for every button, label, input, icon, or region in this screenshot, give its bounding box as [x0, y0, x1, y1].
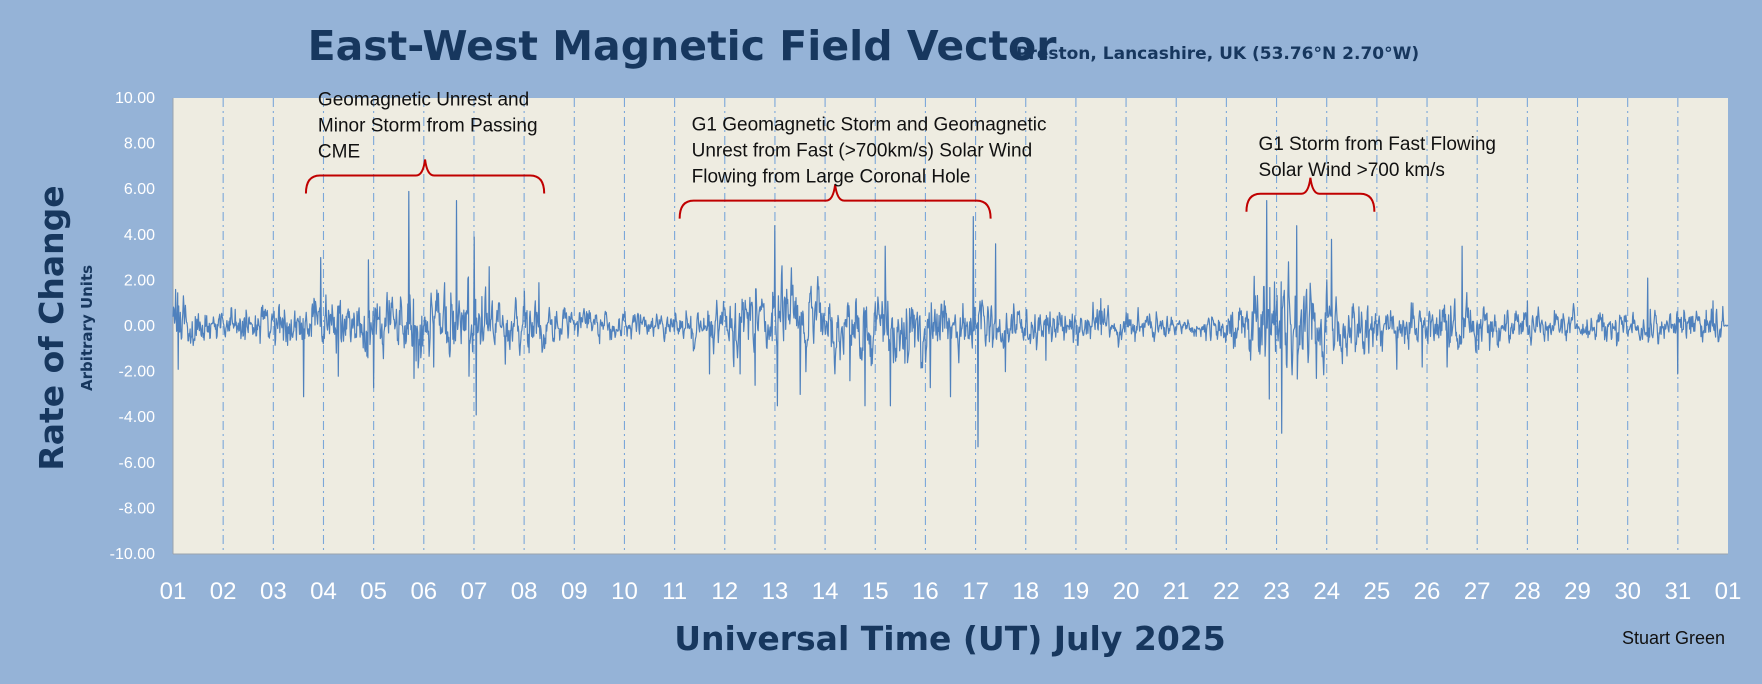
x-tick-label: 21: [1163, 578, 1190, 605]
series-line: [172, 190, 1729, 448]
x-tick-label: 20: [1113, 578, 1140, 605]
annotation-text-line: G1 Storm from Fast Flowing: [1258, 134, 1496, 155]
x-tick-label: 31: [1664, 578, 1691, 605]
x-tick-label: 15: [862, 578, 889, 605]
x-tick-label: 08: [511, 578, 538, 605]
y-tick-labels: 10.00 8.00 6.00 4.00 2.00 0.00 -2.00 -4.00 -6.00…: [110, 90, 155, 563]
x-tick-label: 07: [461, 578, 488, 605]
y-tick-label: 10.00: [115, 90, 155, 107]
x-tick-label: 09: [561, 578, 588, 605]
annotations: Geomagnetic Unrest and Minor Storm from P…: [304, 90, 1496, 219]
x-tick-label: 10: [611, 578, 638, 605]
annotation-bracket: [678, 184, 992, 219]
annotation-text-line: Geomagnetic Unrest and: [318, 90, 529, 111]
x-tick-label: 23: [1263, 578, 1290, 605]
x-tick-label: 06: [410, 578, 437, 605]
x-tick-label: 26: [1414, 578, 1441, 605]
x-tick-label: 30: [1614, 578, 1641, 605]
y-axis-subtitle: Arbitrary Units: [78, 265, 96, 391]
annotation-text-line: Unrest from Fast (>700km/s) Solar Wind: [692, 141, 1033, 162]
x-axis-title: Universal Time (UT) July 2025: [674, 619, 1225, 658]
x-tick-label: 14: [812, 578, 839, 605]
y-tick-label: -4.00: [119, 409, 156, 426]
x-tick-label: 01: [1715, 578, 1742, 605]
y-tick-label: -6.00: [119, 455, 156, 472]
x-tick-label: 19: [1063, 578, 1090, 605]
x-tick-label: 12: [711, 578, 738, 605]
x-tick-label: 01: [160, 578, 187, 605]
x-tick-label: 25: [1364, 578, 1391, 605]
x-tick-label: 04: [310, 578, 337, 605]
annotation-text-line: Flowing from Large Coronal Hole: [692, 167, 971, 188]
y-tick-label: -2.00: [119, 364, 156, 381]
annotation-bracket: [304, 159, 546, 194]
x-tick-labels: 01 02 03 04 05 06 07 08 09 10 11 12 13 14 15 16 17 18 19 20…: [160, 578, 1742, 605]
chart-title: East-West Magnetic Field Vector: [308, 22, 1058, 70]
annotation-text-line: G1 Geomagnetic Storm and Geomagnetic: [692, 115, 1047, 136]
x-tick-label: 11: [662, 578, 687, 605]
y-tick-label: -8.00: [119, 500, 156, 517]
x-tick-label: 22: [1213, 578, 1240, 605]
y-tick-label: 0.00: [124, 318, 155, 335]
annotation-text-line: CME: [318, 142, 360, 163]
y-tick-label: 6.00: [124, 181, 155, 198]
x-tick-label: 28: [1514, 578, 1541, 605]
x-tick-label: 13: [762, 578, 789, 605]
x-tick-label: 24: [1313, 578, 1340, 605]
x-tick-label: 02: [210, 578, 237, 605]
annotation-bracket: [1245, 177, 1376, 212]
y-tick-label: 8.00: [124, 136, 155, 153]
x-tick-label: 29: [1564, 578, 1591, 605]
y-tick-label: -10.00: [110, 546, 155, 563]
annotation-text-line: Minor Storm from Passing: [318, 116, 538, 137]
y-tick-label: 4.00: [124, 227, 155, 244]
x-tick-label: 03: [260, 578, 287, 605]
y-tick-label: 2.00: [124, 272, 155, 289]
x-tick-label: 16: [912, 578, 939, 605]
x-tick-label: 18: [1012, 578, 1039, 605]
y-axis-title: Rate of Change: [32, 185, 71, 470]
author-credit: Stuart Green: [1622, 628, 1725, 648]
chart-subtitle: Preston, Lancashire, UK (53.76°N 2.70°W): [1016, 44, 1419, 64]
x-tick-label: 05: [360, 578, 387, 605]
x-tick-label: 27: [1464, 578, 1491, 605]
x-tick-label: 17: [962, 578, 989, 605]
annotation-text-line: Solar Wind >700 km/s: [1258, 160, 1444, 181]
